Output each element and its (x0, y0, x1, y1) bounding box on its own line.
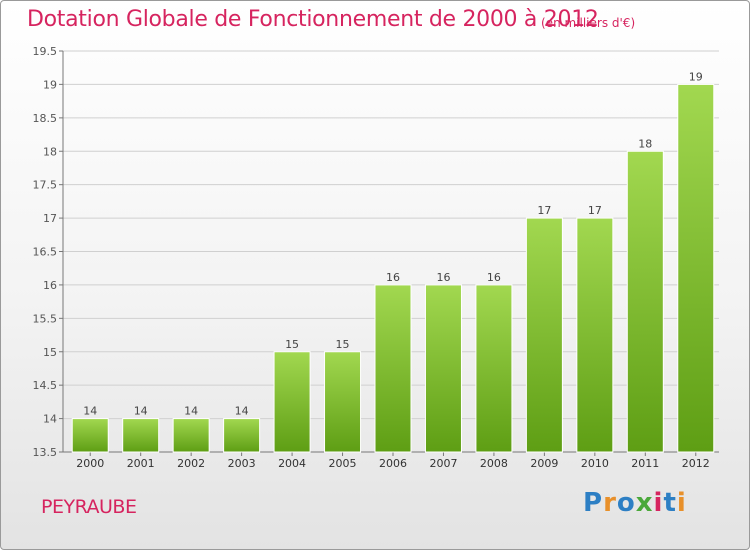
x-tick-label: 2012 (682, 457, 710, 470)
logo-letter: x (635, 488, 654, 518)
value-label: 16 (487, 271, 501, 284)
value-label: 15 (336, 338, 350, 351)
value-label: 17 (537, 204, 551, 217)
bar-2000[interactable] (71, 418, 109, 453)
y-tick-label: 18.5 (33, 112, 58, 125)
x-tick-label: 2007 (429, 457, 457, 470)
y-tick-label: 17.5 (33, 179, 58, 192)
axes: 13.5 14 14.5 15 15.5 16 16.5 17 17.5 18 18.5 19 19.5 (33, 45, 719, 459)
value-label: 16 (436, 271, 450, 284)
value-label: 17 (588, 204, 602, 217)
logo-letter: P (583, 488, 604, 518)
x-tick-label: 2005 (329, 457, 357, 470)
y-tick-label: 17 (43, 212, 57, 225)
logo-letter: i (653, 488, 664, 518)
proxiti-logo[interactable]: Proxiti (583, 488, 687, 518)
x-tick-label: 2008 (480, 457, 508, 470)
bar-2006[interactable] (374, 284, 412, 453)
bar-2012[interactable] (677, 83, 715, 453)
labels: 14 2000 14 2001 14 2002 14 2003 15 2004 15 2005 16 20… (76, 70, 710, 470)
bar-2002[interactable] (172, 418, 210, 453)
bar-2004[interactable] (273, 351, 311, 453)
chart-subtitle: (en milliers d'€) (541, 16, 636, 30)
y-tick-label: 16.5 (33, 246, 58, 259)
y-tick-label: 14 (43, 413, 57, 426)
x-tick-label: 2000 (76, 457, 104, 470)
commune-name: PEYRAUBE (41, 496, 137, 518)
bar-2005[interactable] (324, 351, 362, 453)
y-tick-label: 19 (43, 78, 57, 91)
value-label: 19 (689, 70, 703, 83)
value-label: 16 (386, 271, 400, 284)
bar-2003[interactable] (223, 418, 261, 453)
logo-letter: r (603, 488, 617, 518)
bars (71, 83, 715, 453)
logo-letter: o (616, 488, 636, 518)
y-tick-label: 13.5 (33, 446, 58, 459)
bar-2007[interactable] (424, 284, 462, 453)
x-tick-label: 2011 (631, 457, 659, 470)
value-label: 14 (83, 405, 97, 418)
chart-title: Dotation Globale de Fonctionnement de 20… (27, 7, 599, 32)
x-tick-label: 2010 (581, 457, 609, 470)
value-label: 15 (285, 338, 299, 351)
logo-letter: i (676, 488, 687, 518)
x-tick-label: 2004 (278, 457, 306, 470)
y-tick-label: 19.5 (33, 45, 58, 58)
x-tick-label: 2002 (177, 457, 205, 470)
y-tick-label: 14.5 (33, 379, 58, 392)
y-tick-label: 18 (43, 145, 57, 158)
y-tick-label: 15.5 (33, 312, 58, 325)
bar-2009[interactable] (525, 217, 563, 453)
bar-2011[interactable] (626, 150, 664, 453)
logo-letter: t (663, 488, 677, 518)
y-tick-label: 15 (43, 346, 57, 359)
x-tick-label: 2003 (228, 457, 256, 470)
bar-2010[interactable] (576, 217, 614, 453)
x-tick-label: 2001 (127, 457, 155, 470)
x-tick-label: 2006 (379, 457, 407, 470)
x-tick-label: 2009 (530, 457, 558, 470)
value-label: 14 (184, 405, 198, 418)
value-label: 18 (638, 137, 652, 150)
bar-2001[interactable] (122, 418, 160, 453)
y-tick-label: 16 (43, 279, 57, 292)
value-label: 14 (235, 405, 249, 418)
value-label: 14 (134, 405, 148, 418)
bar-2008[interactable] (475, 284, 513, 453)
